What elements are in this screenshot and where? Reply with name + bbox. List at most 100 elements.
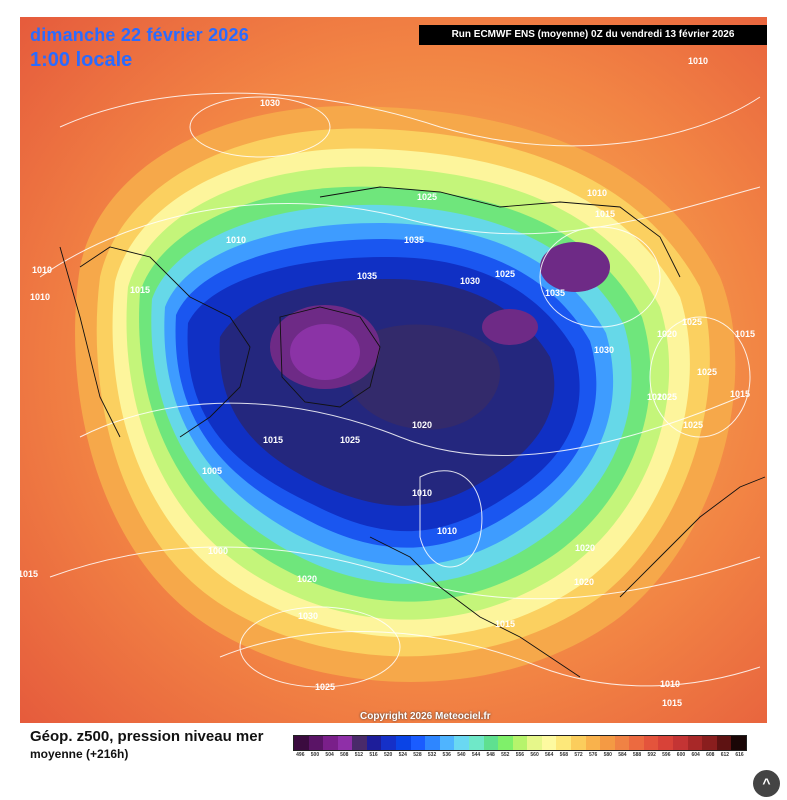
isobar-label: 1020	[575, 543, 595, 553]
isobar-label: 1015	[20, 569, 38, 579]
scale-swatch	[687, 736, 703, 750]
isobar-label: 1030	[594, 345, 614, 355]
scale-label: 540	[457, 752, 466, 758]
isobar-label: 1020	[412, 420, 432, 430]
legend-title: Géop. z500, pression niveau mer	[30, 728, 264, 745]
isobar-label: 1010	[437, 526, 457, 536]
geopotential-map: 1010 1030 1025 1010 1015 1035 1035 1030 …	[20, 17, 767, 723]
isobar-label: 1020	[297, 574, 317, 584]
scale-swatch	[614, 736, 630, 750]
scale-swatch	[352, 736, 367, 750]
run-info: Run ECMWF ENS (moyenne) 0Z du vendredi 1…	[419, 25, 767, 45]
scale-swatch	[468, 736, 484, 750]
scale-label: 508	[340, 752, 349, 758]
forecast-date: dimanche 22 février 2026	[30, 25, 249, 45]
isobar-label: 1015	[595, 209, 615, 219]
scale-label: 560	[530, 752, 539, 758]
copyright: Copyright 2026 Meteociel.fr	[360, 711, 491, 722]
scale-swatch	[323, 736, 338, 750]
isobar-label: 1025	[315, 682, 335, 692]
scale-swatch	[702, 736, 717, 750]
isobar-label: 1030	[460, 276, 480, 286]
scale-swatch	[541, 736, 557, 750]
legend-subtitle: moyenne (+216h)	[30, 747, 129, 761]
scale-label: 548	[486, 752, 495, 758]
isobar-label: 1025	[683, 420, 703, 430]
scale-label: 580	[603, 752, 612, 758]
scale-swatch	[308, 736, 324, 750]
scale-swatch	[716, 736, 732, 750]
scale-swatch	[527, 736, 542, 750]
isobar-label: 1020	[657, 329, 677, 339]
isobar-label: 1015	[730, 389, 750, 399]
isobar-label: 1025	[495, 269, 515, 279]
isobar-label: 1010	[226, 235, 246, 245]
isobar-label: 1015	[735, 329, 755, 339]
scale-label: 552	[501, 752, 510, 758]
scale-swatch	[570, 736, 586, 750]
isobar-label: 1015	[495, 619, 515, 629]
scale-label: 572	[574, 752, 583, 758]
scale-label: 504	[325, 752, 334, 758]
scale-label: 500	[310, 752, 320, 758]
scale-swatch	[294, 736, 309, 750]
isobar-label: 1010	[30, 292, 50, 302]
scale-swatch	[337, 736, 353, 750]
isobar-label: 1010	[660, 679, 680, 689]
scale-swatch	[410, 736, 426, 750]
isobar-label: 1035	[545, 288, 565, 298]
isobar-label: 1015	[130, 285, 150, 295]
isobar-label: 1005	[202, 466, 222, 476]
scale-label: 496	[296, 752, 305, 758]
map-panel: 1010 1030 1025 1010 1015 1035 1035 1030 …	[20, 17, 767, 723]
scale-label: 524	[398, 752, 407, 758]
isobar-label: 1020	[574, 577, 594, 587]
scale-swatch	[643, 736, 659, 750]
isobar-label: 1015	[263, 435, 283, 445]
scale-swatch	[629, 736, 644, 750]
isobar-label: 1020	[647, 392, 667, 402]
scale-label: 512	[354, 752, 364, 758]
scale-label: 604	[691, 752, 700, 758]
scale-label: 612	[720, 752, 730, 758]
scale-swatch	[673, 736, 688, 750]
scale-swatch	[600, 736, 615, 750]
scale-label: 584	[618, 752, 627, 758]
scale-label: 568	[559, 752, 569, 758]
scale-swatch	[439, 736, 455, 750]
scale-swatch	[556, 736, 571, 750]
scale-label: 544	[471, 752, 481, 758]
scale-label: 536	[442, 752, 451, 758]
scale-label: 520	[383, 752, 393, 758]
scale-label: 528	[413, 752, 422, 758]
color-scale-labels: 496 500 504 508 512 516 520 524 528 532 536 540 544 5…	[293, 752, 747, 758]
scale-swatch	[512, 736, 528, 750]
forecast-time: 1:00 locale	[30, 49, 133, 71]
scale-swatch	[585, 736, 601, 750]
isobar-label: 1010	[587, 188, 607, 198]
scale-swatch	[731, 736, 746, 750]
scale-swatch	[381, 736, 397, 750]
scale-swatch	[425, 736, 440, 750]
scale-swatch	[483, 736, 499, 750]
color-scale	[293, 735, 747, 751]
scroll-top-button[interactable]: ^	[753, 770, 780, 797]
scale-label: 516	[369, 752, 378, 758]
scale-label: 600	[676, 752, 686, 758]
scale-label: 588	[632, 752, 642, 758]
isobar-label: 1010	[412, 488, 432, 498]
scale-label: 608	[706, 752, 715, 758]
scale-label: 532	[427, 752, 437, 758]
isobar-label: 1015	[662, 698, 682, 708]
isobar-label: 1035	[357, 271, 377, 281]
isobar-label: 1010	[688, 56, 708, 66]
isobar-label: 1025	[682, 317, 702, 327]
scale-label: 616	[735, 752, 744, 758]
scale-swatch	[498, 736, 513, 750]
scale-swatch	[396, 736, 411, 750]
scale-label: 564	[545, 752, 554, 758]
isobar-label: 1025	[657, 392, 677, 402]
isobar-label: 1025	[340, 435, 360, 445]
isobar-label: 1035	[404, 235, 424, 245]
isobar-label: 1000	[208, 546, 228, 556]
